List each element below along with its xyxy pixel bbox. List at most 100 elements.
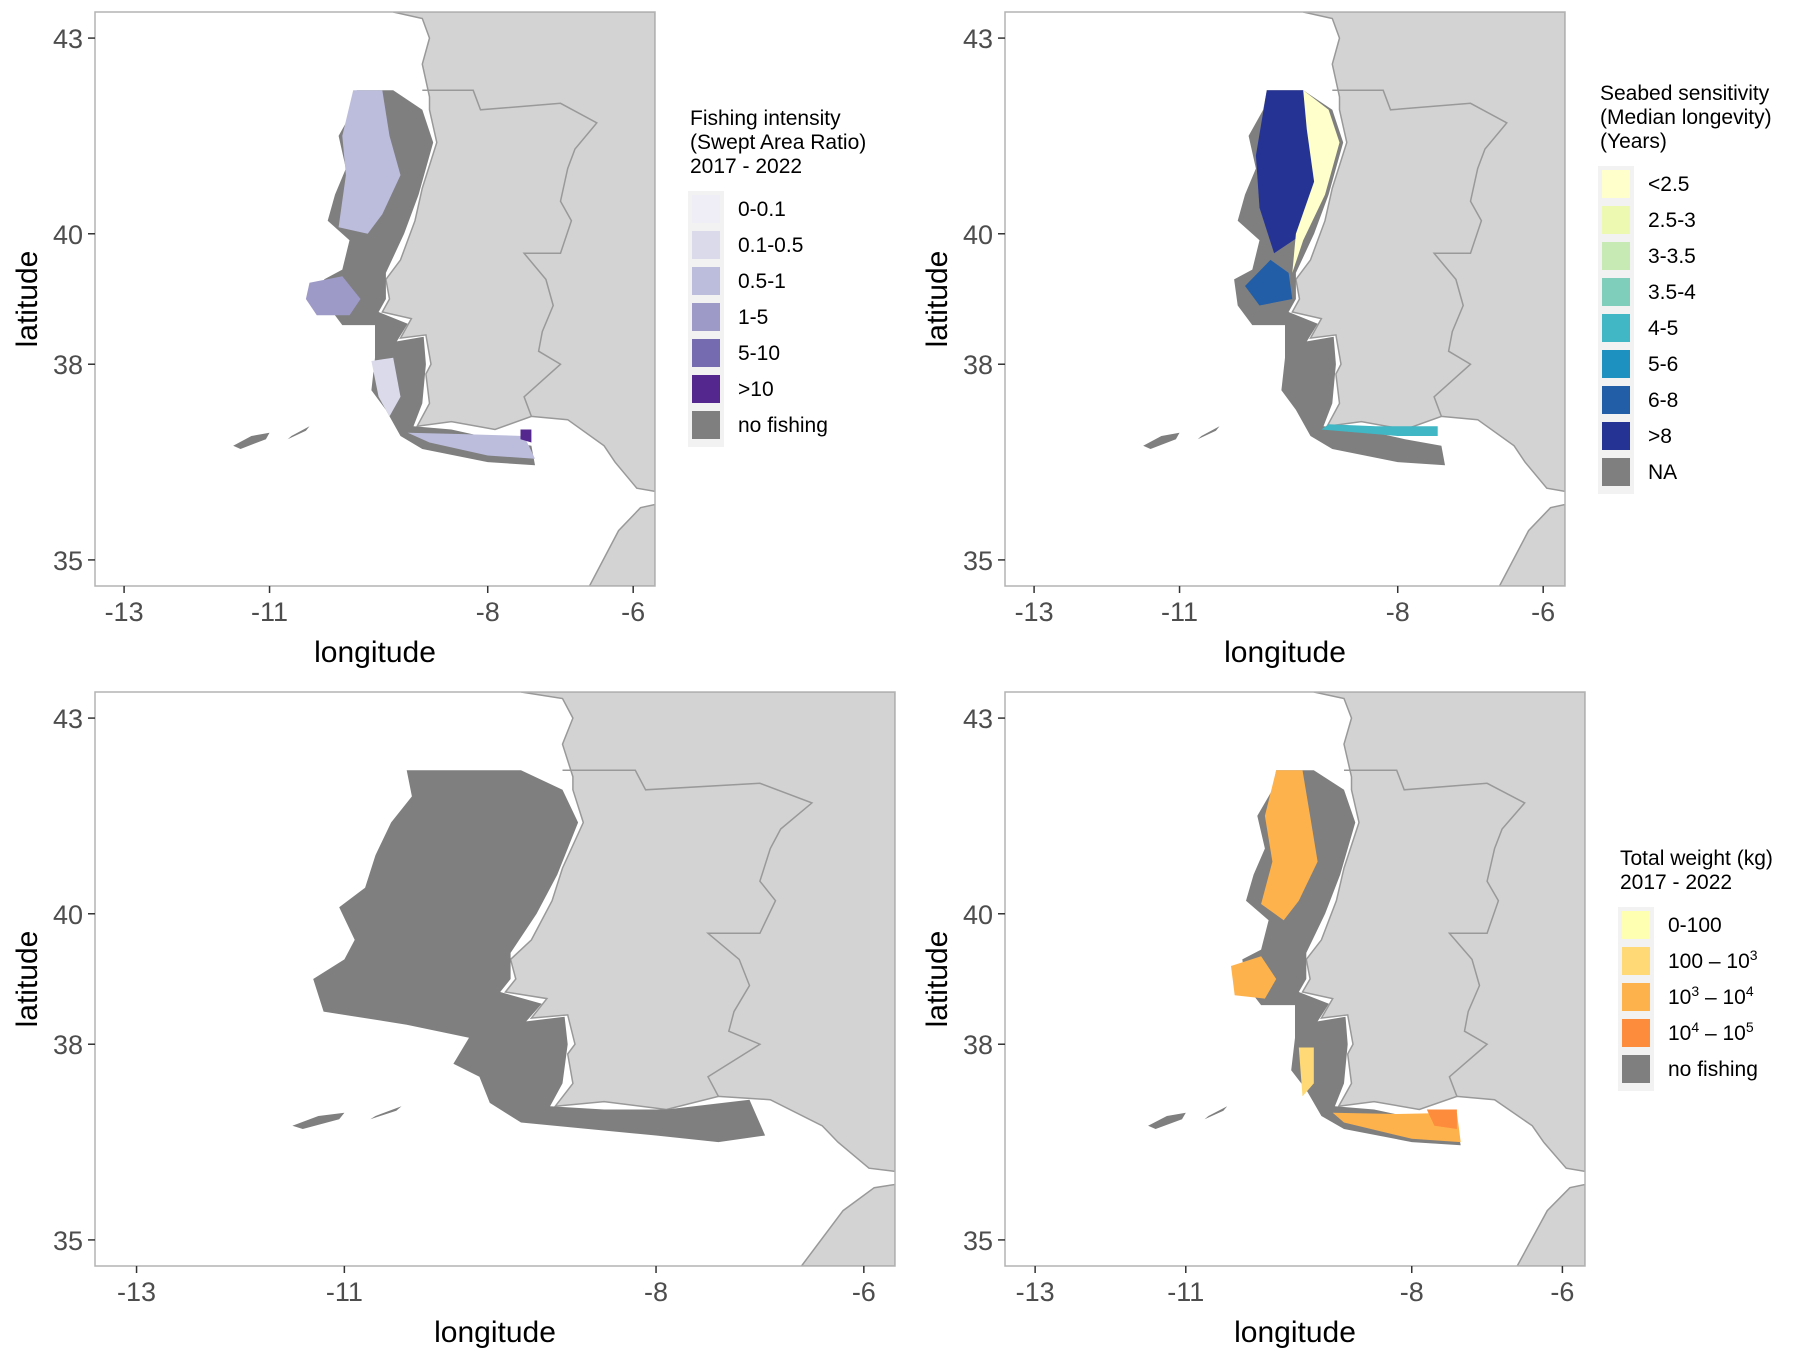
data-region xyxy=(1298,1047,1314,1097)
legend-title: (Median longevity) xyxy=(1600,106,1772,129)
legend-item-label: 104 – 105 xyxy=(1668,1019,1754,1045)
legend-swatch xyxy=(1622,1019,1650,1047)
country-border xyxy=(1332,89,1508,417)
data-region xyxy=(305,276,361,316)
x-tick-label: -8 xyxy=(644,1277,668,1307)
legend-item-label: >8 xyxy=(1648,425,1672,448)
x-tick-label: -6 xyxy=(621,597,645,627)
y-tick-label: 38 xyxy=(963,350,993,380)
y-tick-label: 40 xyxy=(963,900,993,930)
panel-nofishing: -13 -11 -8 -6 43 40 38 35 longitude latitude xyxy=(11,691,896,1349)
africa-land xyxy=(1498,503,1565,586)
legend-item-label: 100 – 103 xyxy=(1668,947,1758,973)
y-tick-label: 38 xyxy=(963,1030,993,1060)
africa-land xyxy=(1516,1183,1585,1266)
legend-swatch xyxy=(692,267,720,295)
no-fishing-area xyxy=(313,770,766,1143)
legend-swatch xyxy=(692,195,720,223)
x-tick-label: -11 xyxy=(1161,597,1198,627)
legend-swatch xyxy=(692,411,720,439)
legend-title: Total weight (kg) xyxy=(1620,847,1773,870)
y-axis-label: latitude xyxy=(921,251,954,348)
x-tick-label: -6 xyxy=(1550,1277,1574,1307)
data-region xyxy=(1255,90,1318,254)
legend-swatch xyxy=(1602,458,1630,486)
iberia-land xyxy=(1301,692,1585,1173)
legend: Fishing intensity(Swept Area Ratio) 2017… xyxy=(688,107,866,447)
x-tick-label: -13 xyxy=(105,597,144,627)
offshore-seamount xyxy=(1143,432,1180,449)
data-region xyxy=(1321,424,1438,436)
x-tick-label: -13 xyxy=(117,1277,156,1307)
legend-swatch xyxy=(1602,314,1630,342)
country-border xyxy=(1344,769,1526,1097)
iberia-land xyxy=(381,12,655,493)
plot-frame xyxy=(94,11,656,587)
offshore-seamount xyxy=(1204,1106,1228,1120)
x-axis-label: longitude xyxy=(434,1316,556,1349)
legend-swatch xyxy=(1622,983,1650,1011)
y-tick-label: 43 xyxy=(963,24,993,54)
legend-item-label: 0-0.1 xyxy=(738,198,786,221)
legend-item-label: NA xyxy=(1648,461,1677,484)
map-area xyxy=(95,12,655,586)
data-region xyxy=(1231,956,1277,999)
legend-swatch xyxy=(1622,947,1650,975)
iberia-land xyxy=(504,692,895,1173)
map-area xyxy=(1005,692,1585,1266)
x-tick-label: -8 xyxy=(476,597,500,627)
map-area xyxy=(95,692,895,1266)
plot-frame xyxy=(1004,691,1586,1267)
y-tick-label: 40 xyxy=(963,220,993,250)
country-border xyxy=(562,769,814,1097)
iberia-land xyxy=(1291,12,1565,493)
legend-item-label: 0.5-1 xyxy=(738,270,786,293)
panel-intensity: -13 -11 -8 -6 43 40 38 35 longitude latitude Fishi… xyxy=(11,11,866,669)
data-region xyxy=(1332,1112,1461,1143)
offshore-seamount xyxy=(1148,1112,1186,1129)
legend-item-label: 0-100 xyxy=(1668,914,1722,937)
data-region xyxy=(1292,90,1340,273)
legend-item-label: 0.1-0.5 xyxy=(738,234,803,257)
data-region xyxy=(1426,1109,1457,1129)
y-tick-label: 38 xyxy=(53,1030,83,1060)
x-axis-label: longitude xyxy=(1224,636,1346,669)
data-region xyxy=(1245,259,1293,306)
legend-swatch xyxy=(1602,422,1630,450)
panel-weight: -13 -11 -8 -6 43 40 38 35 longitude latitude Total… xyxy=(921,691,1773,1349)
x-tick-label: -11 xyxy=(326,1277,363,1307)
legend-swatch xyxy=(1602,386,1630,414)
legend-title: (Swept Area Ratio) xyxy=(690,131,866,154)
legend-title: Seabed sensitivity xyxy=(1600,82,1770,105)
panel-sensitivity: -13 -11 -8 -6 43 40 38 35 longitude latitude Seabe… xyxy=(921,11,1772,669)
legend-item-label: 103 – 104 xyxy=(1668,983,1754,1009)
x-tick-label: -13 xyxy=(1015,597,1054,627)
legend-item-label: <2.5 xyxy=(1648,173,1689,196)
y-axis-label: latitude xyxy=(11,251,44,348)
x-tick-label: -11 xyxy=(1167,1277,1204,1307)
x-tick-label: -8 xyxy=(1400,1277,1424,1307)
data-region xyxy=(407,432,535,459)
legend: Seabed sensitivity(Median longevity)(Yea… xyxy=(1598,82,1772,494)
legend-swatch xyxy=(692,303,720,331)
y-tick-label: 43 xyxy=(53,704,83,734)
legend-swatch xyxy=(692,231,720,259)
offshore-seamount xyxy=(292,1112,345,1129)
legend-swatch xyxy=(692,375,720,403)
legend-item-label: 3.5-4 xyxy=(1648,281,1696,304)
y-axis-label: latitude xyxy=(921,931,954,1028)
legend-title: 2017 - 2022 xyxy=(1620,871,1732,894)
x-tick-label: -13 xyxy=(1016,1277,1055,1307)
legend-item-label: 4-5 xyxy=(1648,317,1678,340)
x-tick-label: -8 xyxy=(1386,597,1410,627)
y-tick-label: 43 xyxy=(53,24,83,54)
legend-item-label: 1-5 xyxy=(738,306,768,329)
legend-swatch xyxy=(1602,278,1630,306)
legend-item-label: >10 xyxy=(738,378,774,401)
legend-item-label: 5-6 xyxy=(1648,353,1678,376)
legend-title: (Years) xyxy=(1600,130,1667,153)
legend-swatch xyxy=(1622,1055,1650,1083)
offshore-seamount xyxy=(287,426,310,440)
legend-swatch xyxy=(1602,350,1630,378)
